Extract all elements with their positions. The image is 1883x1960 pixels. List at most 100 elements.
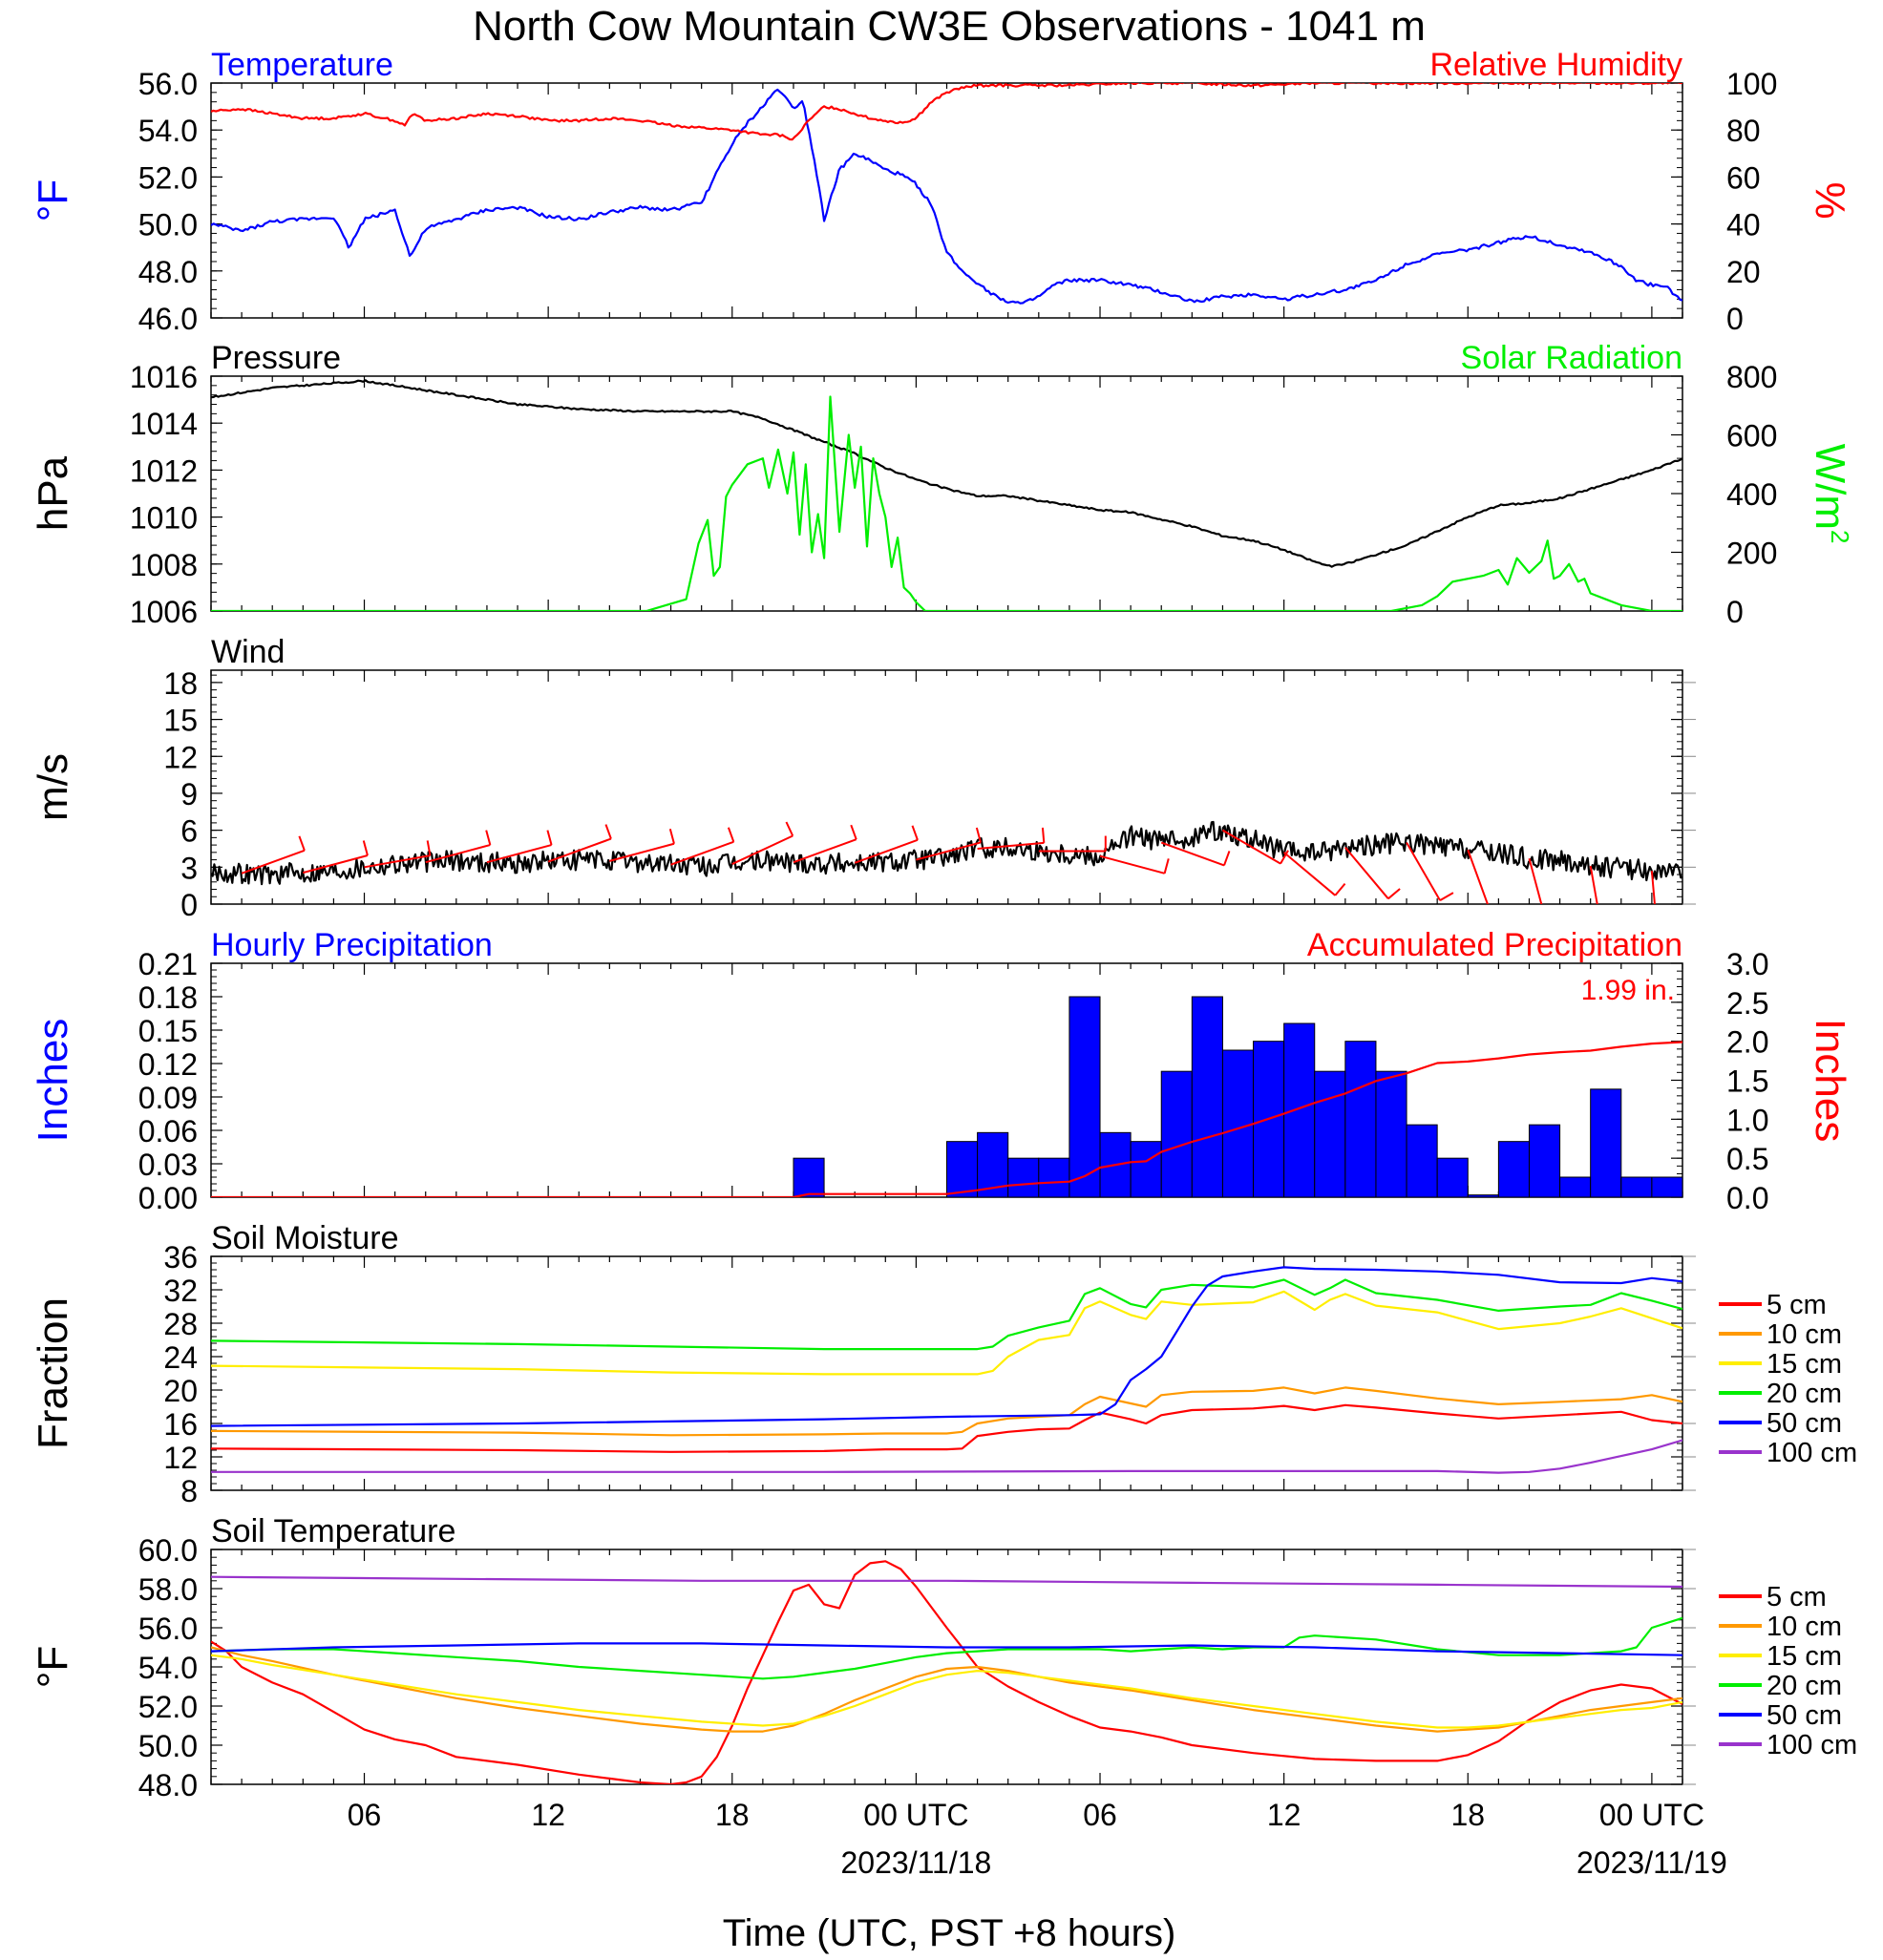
wind-barb	[1344, 847, 1401, 900]
precip-bar	[1467, 1194, 1499, 1197]
y-tick-label-right: 1.5	[1726, 1064, 1768, 1099]
chart-title: North Cow Mountain CW3E Observations - 1…	[473, 3, 1426, 50]
wind-barb	[1283, 852, 1346, 896]
precip-bar	[1038, 1157, 1070, 1197]
y-tick-label-left: 0.06	[138, 1114, 198, 1149]
y-tick-label-left: 46.0	[138, 302, 198, 336]
precip-bar	[1375, 1070, 1407, 1197]
y-axis-label-left: °F	[30, 1646, 76, 1688]
legend-item: 10 cm	[1719, 1612, 1842, 1642]
plot-area	[211, 83, 1682, 305]
wind-barb	[1467, 849, 1489, 904]
wind-barb	[670, 827, 735, 866]
plot-area	[211, 1560, 1682, 1784]
precip-bar	[1559, 1176, 1592, 1197]
y-tick-label-left: 15	[163, 704, 198, 738]
legend-label: 100 cm	[1767, 1730, 1857, 1760]
precip-bar	[1620, 1176, 1653, 1197]
panel-title-left: Pressure	[211, 340, 341, 376]
y-axis-label-left: hPa	[30, 455, 76, 531]
y-tick-label-right: 200	[1726, 537, 1777, 571]
precip-bar	[1191, 996, 1223, 1197]
legend-label: 15 cm	[1767, 1641, 1842, 1672]
y-tick-label-left: 0	[180, 888, 198, 922]
x-date-label: 2023/11/19	[1576, 1845, 1727, 1880]
legend-item: 100 cm	[1719, 1438, 1857, 1468]
y-tick-label-right: 3.0	[1726, 947, 1768, 981]
wind-barb	[731, 821, 794, 865]
y-tick-label-right: 1.0	[1726, 1103, 1768, 1137]
y-tick-label-left: 48.0	[138, 1768, 198, 1802]
y-tick-label-right: 800	[1726, 360, 1777, 394]
y-tick-label-left: 50.0	[138, 1729, 198, 1763]
y-tick-label-left: 18	[163, 666, 198, 701]
precip-bar	[1068, 996, 1101, 1197]
series-line-15-cm	[211, 1290, 1682, 1376]
y-tick-label-right: 20	[1726, 255, 1761, 289]
wind-barb	[1099, 854, 1170, 875]
y-axis-label-left: °F	[30, 179, 76, 221]
precip-bar	[1528, 1124, 1561, 1197]
y-tick-label-left: 24	[163, 1340, 198, 1375]
legend-item: 15 cm	[1719, 1641, 1842, 1672]
y-tick-label-right: 0.0	[1726, 1181, 1768, 1215]
y-tick-label-left: 54.0	[138, 114, 198, 148]
series-line-15-cm	[211, 1654, 1682, 1729]
y-tick-label-right: 60	[1726, 160, 1761, 195]
y-tick-label-left: 0.12	[138, 1047, 198, 1082]
plot-frame	[210, 669, 1683, 905]
wind-barb	[1589, 865, 1598, 904]
wind-barb	[1160, 841, 1231, 867]
series-line-100-cm	[211, 1439, 1682, 1474]
y-tick-label-right: 40	[1726, 208, 1761, 242]
y-axis-label-left: m/s	[30, 753, 76, 821]
series-line-20-cm	[211, 1278, 1682, 1351]
y-tick-label-left: 0.18	[138, 980, 198, 1015]
plot-frame	[210, 375, 1683, 612]
y-tick-label-left: 3	[180, 851, 198, 885]
x-axis-label: Time (UTC, PST +8 hours)	[723, 1912, 1176, 1954]
panel-title-left: Wind	[211, 634, 285, 670]
series-line-wind	[211, 820, 1682, 886]
y-tick-label-left: 0.03	[138, 1148, 198, 1182]
y-tick-label-left: 56.0	[138, 1612, 198, 1646]
plot-frame	[210, 82, 1683, 319]
plot-area	[211, 996, 1682, 1197]
legend-label: 5 cm	[1767, 1290, 1827, 1320]
wind-barb	[793, 824, 857, 864]
y-tick-label-left: 32	[163, 1274, 198, 1308]
y-tick-label-left: 9	[180, 777, 198, 811]
y-tick-label-left: 12	[163, 1441, 198, 1475]
y-tick-label-left: 1010	[130, 501, 198, 536]
x-tick-label: 00 UTC	[863, 1798, 968, 1832]
y-tick-label-left: 60.0	[138, 1533, 198, 1568]
precip-bar	[1344, 1041, 1377, 1197]
y-tick-label-left: 56.0	[138, 67, 198, 101]
panel-title-left: Soil Temperature	[211, 1513, 455, 1549]
legend-label: 10 cm	[1767, 1319, 1842, 1350]
series-line-10-cm	[211, 1646, 1682, 1733]
y-tick-label-left: 0.00	[138, 1181, 198, 1215]
y-tick-label-left: 36	[163, 1240, 198, 1275]
panel-temp_rh: 46.0 48.0 50.0 52.0 54.0 56.0 0 20 40 60 80 100 Temp…	[30, 47, 1853, 336]
y-tick-label-left: 8	[180, 1474, 198, 1508]
precip-bar	[1130, 1141, 1162, 1197]
series-line-pressure	[211, 379, 1682, 568]
y-tick-label-left: 48.0	[138, 255, 198, 289]
x-tick-label: 06	[1083, 1798, 1117, 1832]
series-line-20-cm	[211, 1616, 1682, 1680]
y-tick-label-right: 0.5	[1726, 1142, 1768, 1176]
x-tick-label: 18	[1450, 1798, 1485, 1832]
y-tick-label-left: 12	[163, 740, 198, 774]
y-tick-label-left: 0.21	[138, 947, 198, 981]
legend-item: 100 cm	[1719, 1730, 1857, 1760]
wind-barb	[1650, 871, 1656, 904]
legend-item: 5 cm	[1719, 1290, 1827, 1320]
y-tick-label-right: 0	[1726, 302, 1744, 336]
legend-label: 50 cm	[1767, 1408, 1842, 1439]
legend-label: 20 cm	[1767, 1671, 1842, 1701]
y-axis-label-left: Fraction	[30, 1297, 76, 1449]
